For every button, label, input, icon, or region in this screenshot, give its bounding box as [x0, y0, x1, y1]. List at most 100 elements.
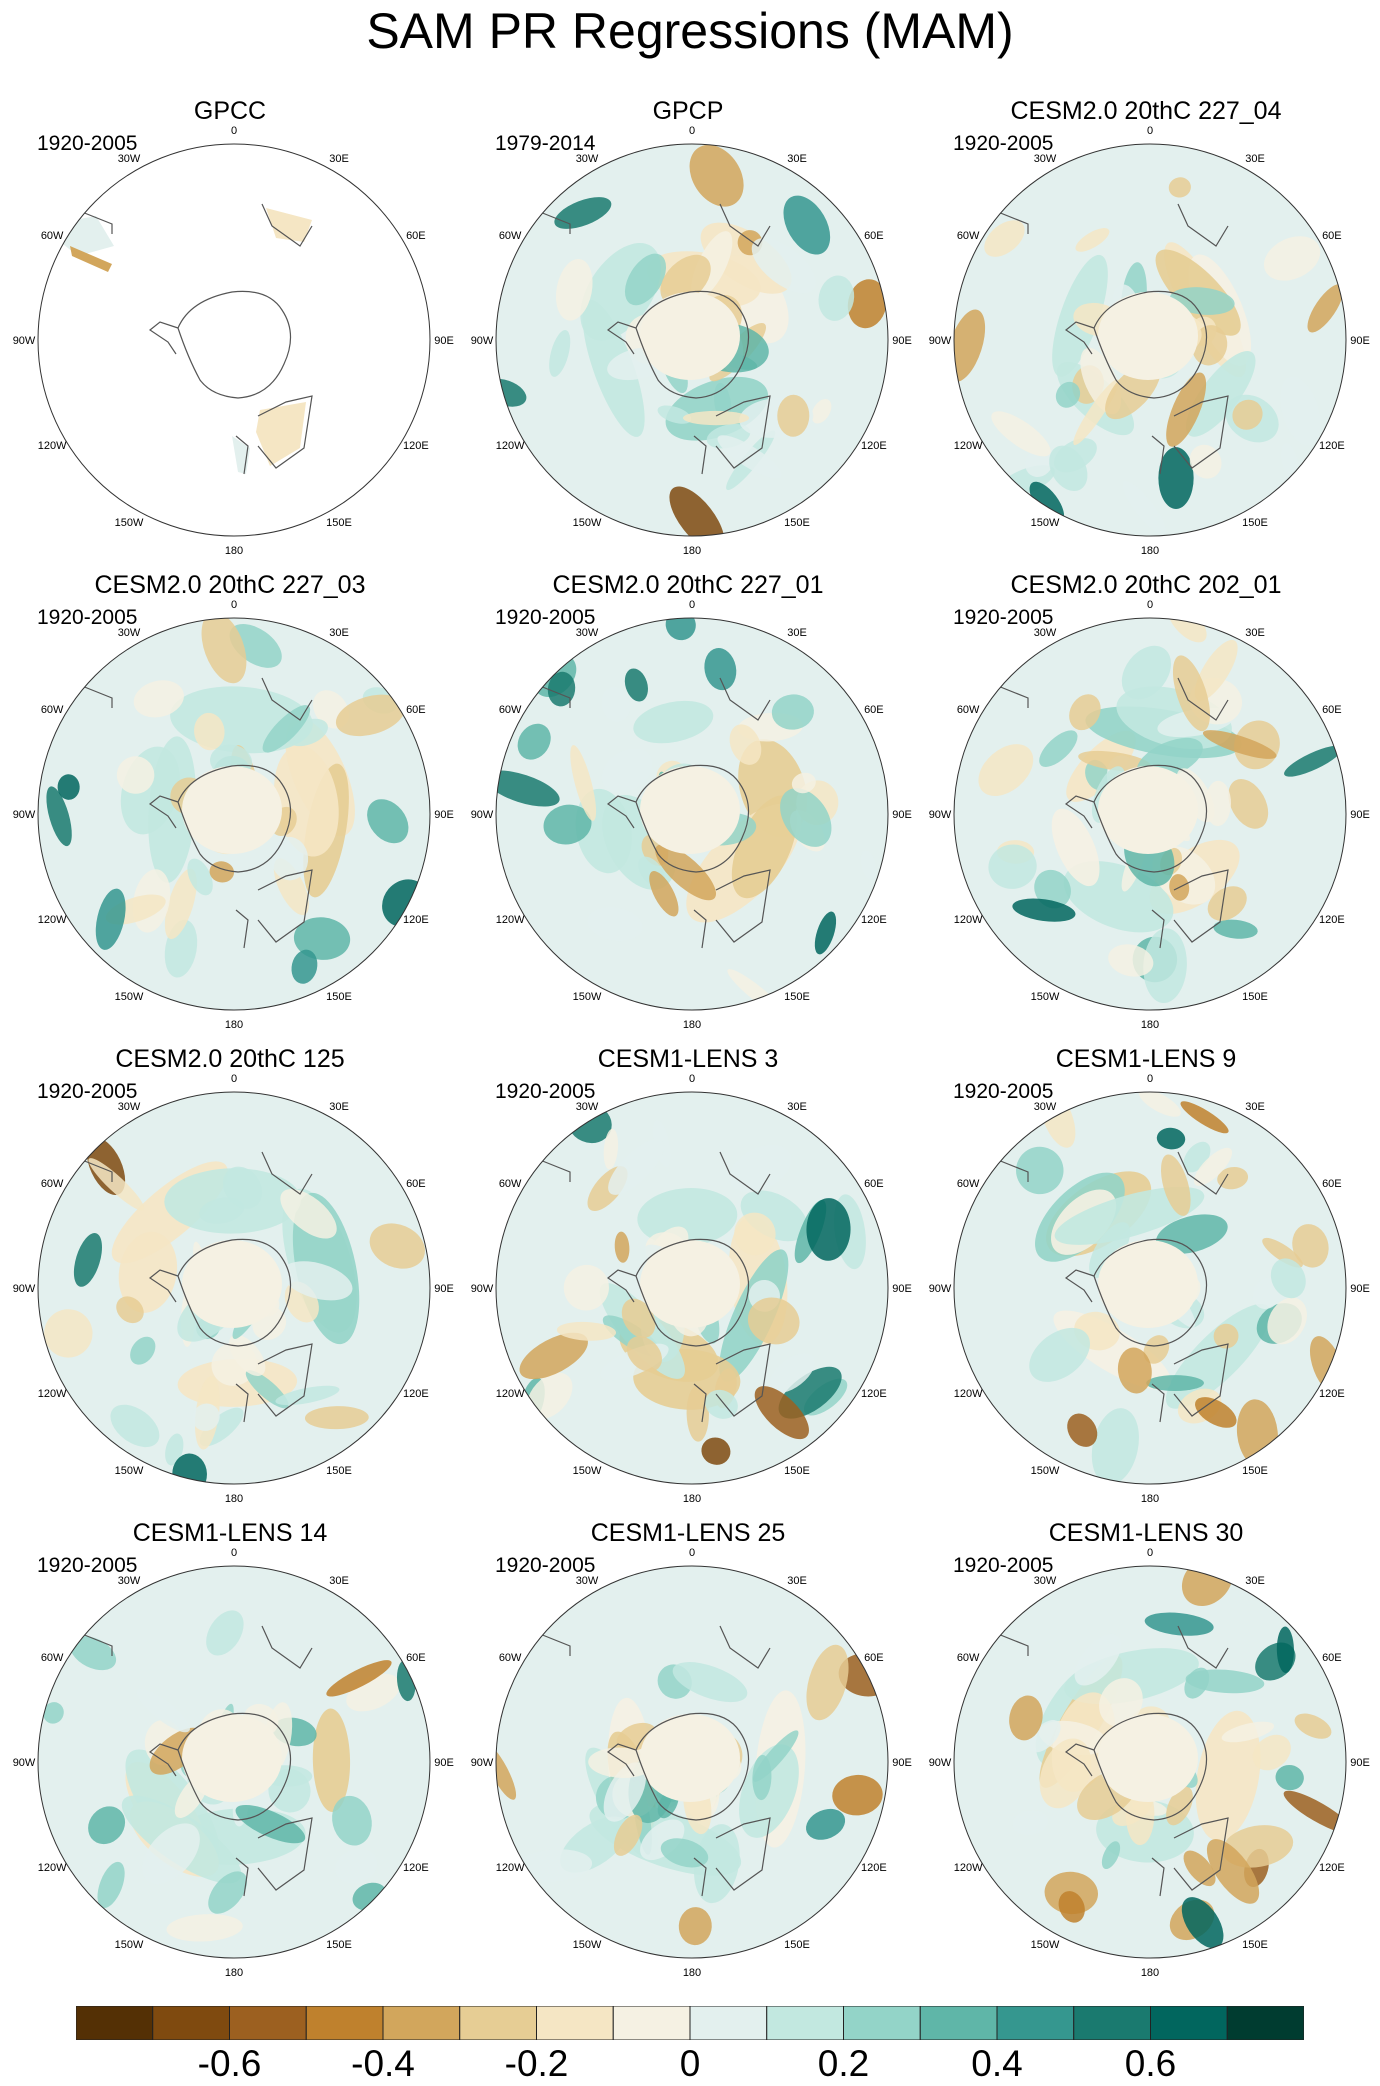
longitude-label: 0 — [689, 599, 695, 611]
longitude-label: 0 — [231, 1547, 237, 1559]
colorbar-swatch — [229, 2006, 307, 2040]
longitude-label: 30W — [118, 1575, 141, 1587]
longitude-label: 120W — [954, 1388, 983, 1400]
precip-field — [38, 1566, 430, 1958]
longitude-label: 60W — [41, 1178, 64, 1190]
precip-field — [496, 1566, 888, 1958]
longitude-label: 60W — [41, 704, 64, 716]
colorbar-tick-label: 0.4 — [971, 2043, 1023, 2084]
panel-title: CESM1-LENS 30 — [1048, 1519, 1244, 1547]
longitude-label: 180 — [1141, 1967, 1159, 1979]
colorbar-swatch — [612, 2006, 691, 2040]
longitude-label: 30E — [787, 627, 807, 639]
longitude-label: 90W — [13, 335, 36, 347]
map-panel: GPCP 0 30E 60E 90E 120E 150E 180 150W 120W 90W 60W 3… — [458, 96, 918, 571]
precip-field — [496, 1092, 888, 1484]
longitude-label: 0 — [231, 125, 237, 137]
longitude-label: 60W — [499, 1652, 522, 1664]
longitude-label: 30W — [576, 627, 599, 639]
precip-field — [954, 618, 1346, 1010]
longitude-label: 30W — [1034, 153, 1057, 165]
map-panel: CESM2.0 20thC 202_01 0 30E 60E 90E 120E 150E 18… — [916, 570, 1376, 1045]
colorbar-tick-label: -0.4 — [351, 2043, 415, 2084]
panel-period: 1920-2005 — [953, 132, 1054, 155]
longitude-label: 90E — [1350, 335, 1370, 347]
panel-period: 1920-2005 — [495, 1554, 596, 1577]
longitude-label: 180 — [225, 1019, 243, 1031]
panel-period: 1920-2005 — [37, 1554, 138, 1577]
map-boundary — [37, 617, 431, 1011]
longitude-label: 90W — [471, 809, 494, 821]
longitude-label: 150W — [573, 517, 602, 529]
longitude-label: 60E — [1322, 1652, 1342, 1664]
longitude-label: 60E — [864, 230, 884, 242]
longitude-label: 90E — [434, 809, 454, 821]
colorbar-swatch — [382, 2006, 461, 2040]
longitude-label: 90E — [892, 1283, 912, 1295]
longitude-label: 30W — [576, 1101, 599, 1113]
precip-field — [954, 1092, 1346, 1484]
longitude-label: 30W — [576, 1575, 599, 1587]
longitude-label: 60W — [957, 1652, 980, 1664]
colorbar-swatch — [766, 2006, 844, 2040]
polar-stereographic-map: 0 30E 60E 90E 120E 150E 180 150W 120W 90W 60W 30W — [929, 599, 1370, 1031]
colorbar-swatch — [76, 2006, 154, 2040]
longitude-label: 30E — [1245, 153, 1265, 165]
map-boundary — [495, 1565, 889, 1959]
longitude-label: 90E — [434, 1283, 454, 1295]
colorbar-swatch — [1150, 2006, 1228, 2040]
longitude-label: 150E — [326, 1939, 352, 1951]
longitude-label: 90E — [1350, 1757, 1370, 1769]
longitude-label: 0 — [689, 125, 695, 137]
longitude-label: 120E — [403, 1388, 429, 1400]
longitude-label: 30E — [787, 153, 807, 165]
longitude-label: 120W — [496, 1862, 525, 1874]
longitude-label: 0 — [231, 599, 237, 611]
longitude-label: 120E — [403, 1862, 429, 1874]
longitude-label: 120W — [496, 440, 525, 452]
longitude-label: 30E — [329, 1101, 349, 1113]
longitude-label: 90W — [471, 1283, 494, 1295]
longitude-label: 60E — [406, 1652, 426, 1664]
longitude-label: 150W — [115, 991, 144, 1003]
panel-title: CESM1-LENS 9 — [1055, 1045, 1237, 1073]
precip-field — [954, 1566, 1346, 1958]
longitude-label: 90W — [929, 1283, 952, 1295]
longitude-label: 120W — [954, 914, 983, 926]
panel-title: GPCC — [193, 97, 267, 125]
panel-period: 1920-2005 — [953, 1554, 1054, 1577]
map-panel: CESM1-LENS 14 0 30E 60E 90E 120E 150E 180 150W 12… — [0, 1518, 460, 1993]
longitude-label: 60E — [406, 704, 426, 716]
longitude-label: 30W — [118, 153, 141, 165]
panel-title: CESM1-LENS 14 — [132, 1519, 328, 1547]
panel-title: CESM2.0 20thC 227_01 — [552, 571, 824, 599]
longitude-label: 30W — [118, 1101, 141, 1113]
longitude-label: 150E — [326, 1465, 352, 1477]
longitude-label: 60W — [499, 230, 522, 242]
longitude-label: 60E — [1322, 230, 1342, 242]
longitude-label: 30E — [329, 1575, 349, 1587]
longitude-label: 180 — [683, 1967, 701, 1979]
longitude-label: 60W — [41, 1652, 64, 1664]
longitude-label: 90W — [929, 1757, 952, 1769]
polar-stereographic-map: 0 30E 60E 90E 120E 150E 180 150W 120W 90W 60W 30W — [13, 1547, 454, 1979]
longitude-label: 90W — [13, 1283, 36, 1295]
coastlines — [955, 1143, 1229, 1423]
panel-period: 1920-2005 — [37, 1080, 138, 1103]
map-panel: CESM1-LENS 25 0 30E 60E 90E 120E 150E 180 150W 12… — [458, 1518, 918, 1993]
longitude-label: 60W — [499, 704, 522, 716]
panel-period: 1920-2005 — [37, 132, 138, 155]
longitude-label: 60W — [957, 230, 980, 242]
longitude-label: 180 — [1141, 1019, 1159, 1031]
longitude-label: 150W — [573, 1939, 602, 1951]
longitude-label: 150E — [326, 517, 352, 529]
longitude-label: 120W — [38, 440, 67, 452]
longitude-label: 120E — [861, 1862, 887, 1874]
longitude-label: 120W — [496, 914, 525, 926]
longitude-label: 120W — [496, 1388, 525, 1400]
longitude-label: 150E — [326, 991, 352, 1003]
colorbar-swatch — [536, 2006, 614, 2040]
map-boundary — [953, 1091, 1347, 1485]
longitude-label: 60E — [1322, 1178, 1342, 1190]
panel-title: CESM1-LENS 25 — [590, 1519, 786, 1547]
